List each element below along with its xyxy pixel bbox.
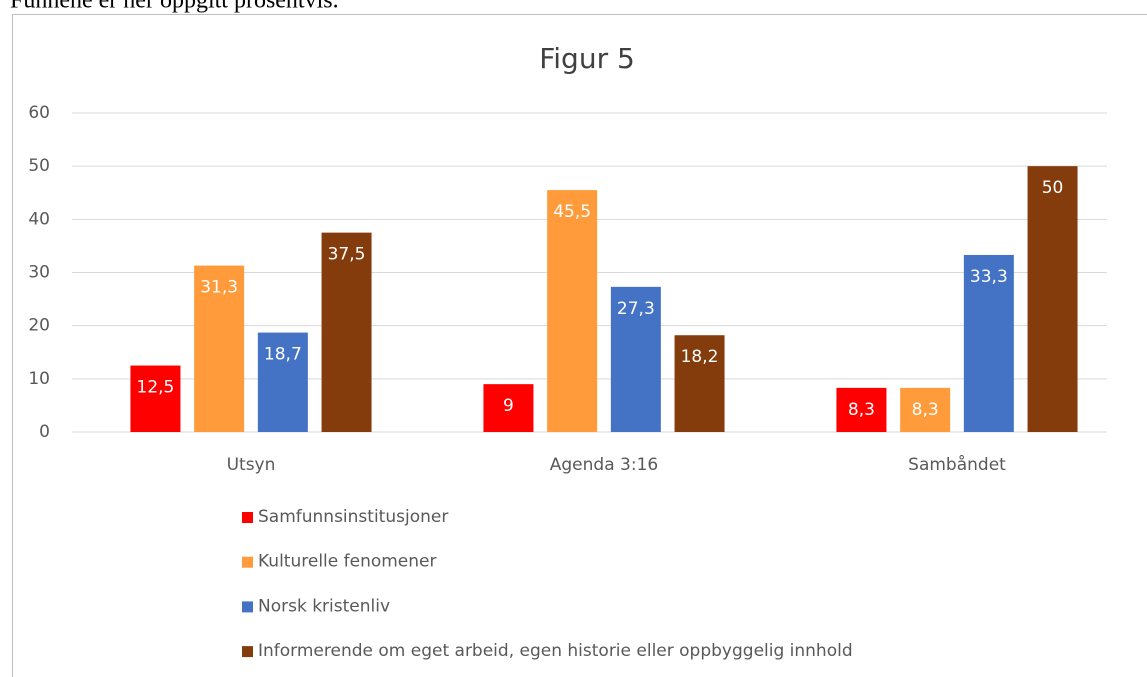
x-tick-label: Sambåndet xyxy=(908,454,1006,475)
x-tick-label: Agenda 3:16 xyxy=(550,455,658,475)
bar xyxy=(674,335,725,432)
bar xyxy=(836,387,887,432)
y-tick-label: 30 xyxy=(28,263,50,283)
bar xyxy=(483,384,534,432)
data-label: 9 xyxy=(503,396,514,416)
bar xyxy=(194,265,245,432)
y-tick-label: 60 xyxy=(28,103,50,123)
legend-swatch xyxy=(242,512,253,523)
bar xyxy=(610,286,661,432)
chart-title: Figur 5 xyxy=(539,42,635,75)
data-label: 45,5 xyxy=(553,202,591,222)
data-label: 8,3 xyxy=(848,400,875,420)
legend-swatch xyxy=(242,556,253,568)
data-label: 18,2 xyxy=(681,347,719,367)
data-label: 37,5 xyxy=(328,245,366,265)
bar xyxy=(900,387,951,432)
legend-label: Samfunnsinstitusjoner xyxy=(258,507,448,527)
bar xyxy=(963,254,1014,432)
data-label: 33,3 xyxy=(970,267,1008,287)
data-label: 8,3 xyxy=(912,400,939,420)
data-label: 12,5 xyxy=(137,378,175,398)
bar xyxy=(547,190,598,432)
y-tick-label: 0 xyxy=(39,422,50,442)
bar xyxy=(321,232,372,432)
legend-label: Kulturelle fenomener xyxy=(258,552,436,572)
bar xyxy=(1027,166,1078,432)
legend-swatch xyxy=(242,601,253,613)
y-tick-label: 50 xyxy=(28,156,50,176)
y-tick-label: 40 xyxy=(28,209,50,229)
bar xyxy=(257,332,308,432)
x-tick-label: Utsyn xyxy=(227,455,276,475)
data-label: 31,3 xyxy=(200,278,238,298)
legend-label: Norsk kristenliv xyxy=(258,596,390,616)
y-tick-label: 20 xyxy=(28,316,50,336)
page-text: Funnene er her oppgitt prosentvis. xyxy=(10,0,339,14)
legend-label: Informerende om eget arbeid, egen histor… xyxy=(258,641,853,661)
legend-swatch xyxy=(242,646,253,658)
data-label: 50 xyxy=(1042,178,1064,198)
data-label: 18,7 xyxy=(264,345,302,365)
data-label: 27,3 xyxy=(617,299,655,319)
bar xyxy=(130,365,181,432)
y-tick-label: 10 xyxy=(28,369,50,389)
